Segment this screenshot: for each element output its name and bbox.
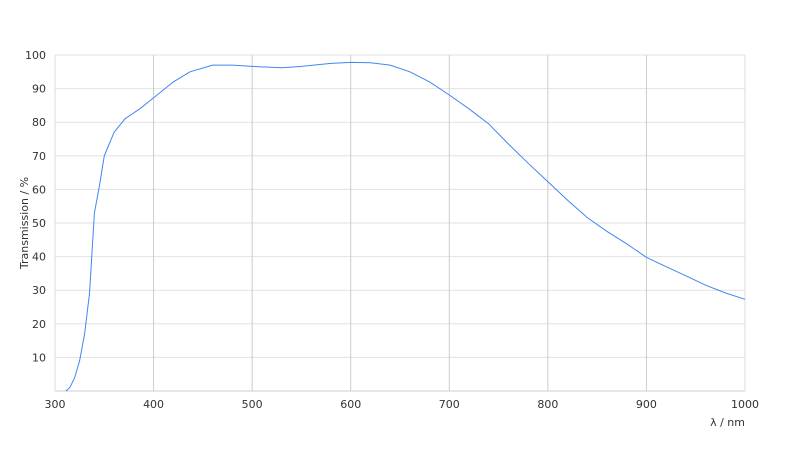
y-axis-label: Transmission / % (18, 177, 31, 270)
x-tick-label: 1000 (731, 398, 759, 411)
grid (54, 54, 746, 392)
x-tick-label: 800 (537, 398, 558, 411)
x-axis-label: λ / nm (710, 416, 745, 429)
x-tick-label: 900 (636, 398, 657, 411)
y-tick-label: 90 (32, 83, 46, 96)
y-tick-label: 100 (25, 49, 46, 62)
y-tick-label: 50 (32, 217, 46, 230)
x-tick-label: 400 (143, 398, 164, 411)
x-tick-label: 700 (439, 398, 460, 411)
series-line (65, 61, 746, 392)
y-tick-label: 20 (32, 318, 46, 331)
y-tick-label: 70 (32, 150, 46, 163)
y-tick-label: 30 (32, 284, 46, 297)
y-tick-label: 80 (32, 116, 46, 129)
y-tick-label: 60 (32, 183, 46, 196)
x-tick-label: 600 (340, 398, 361, 411)
tick-labels: 10 20 30 40 50 60 70 80 90 100 300 400 500 600 700 800 9… (25, 49, 759, 411)
x-tick-label: 500 (242, 398, 263, 411)
x-tick-label: 300 (45, 398, 66, 411)
y-tick-label: 10 (32, 351, 46, 364)
y-tick-label: 40 (32, 251, 46, 264)
